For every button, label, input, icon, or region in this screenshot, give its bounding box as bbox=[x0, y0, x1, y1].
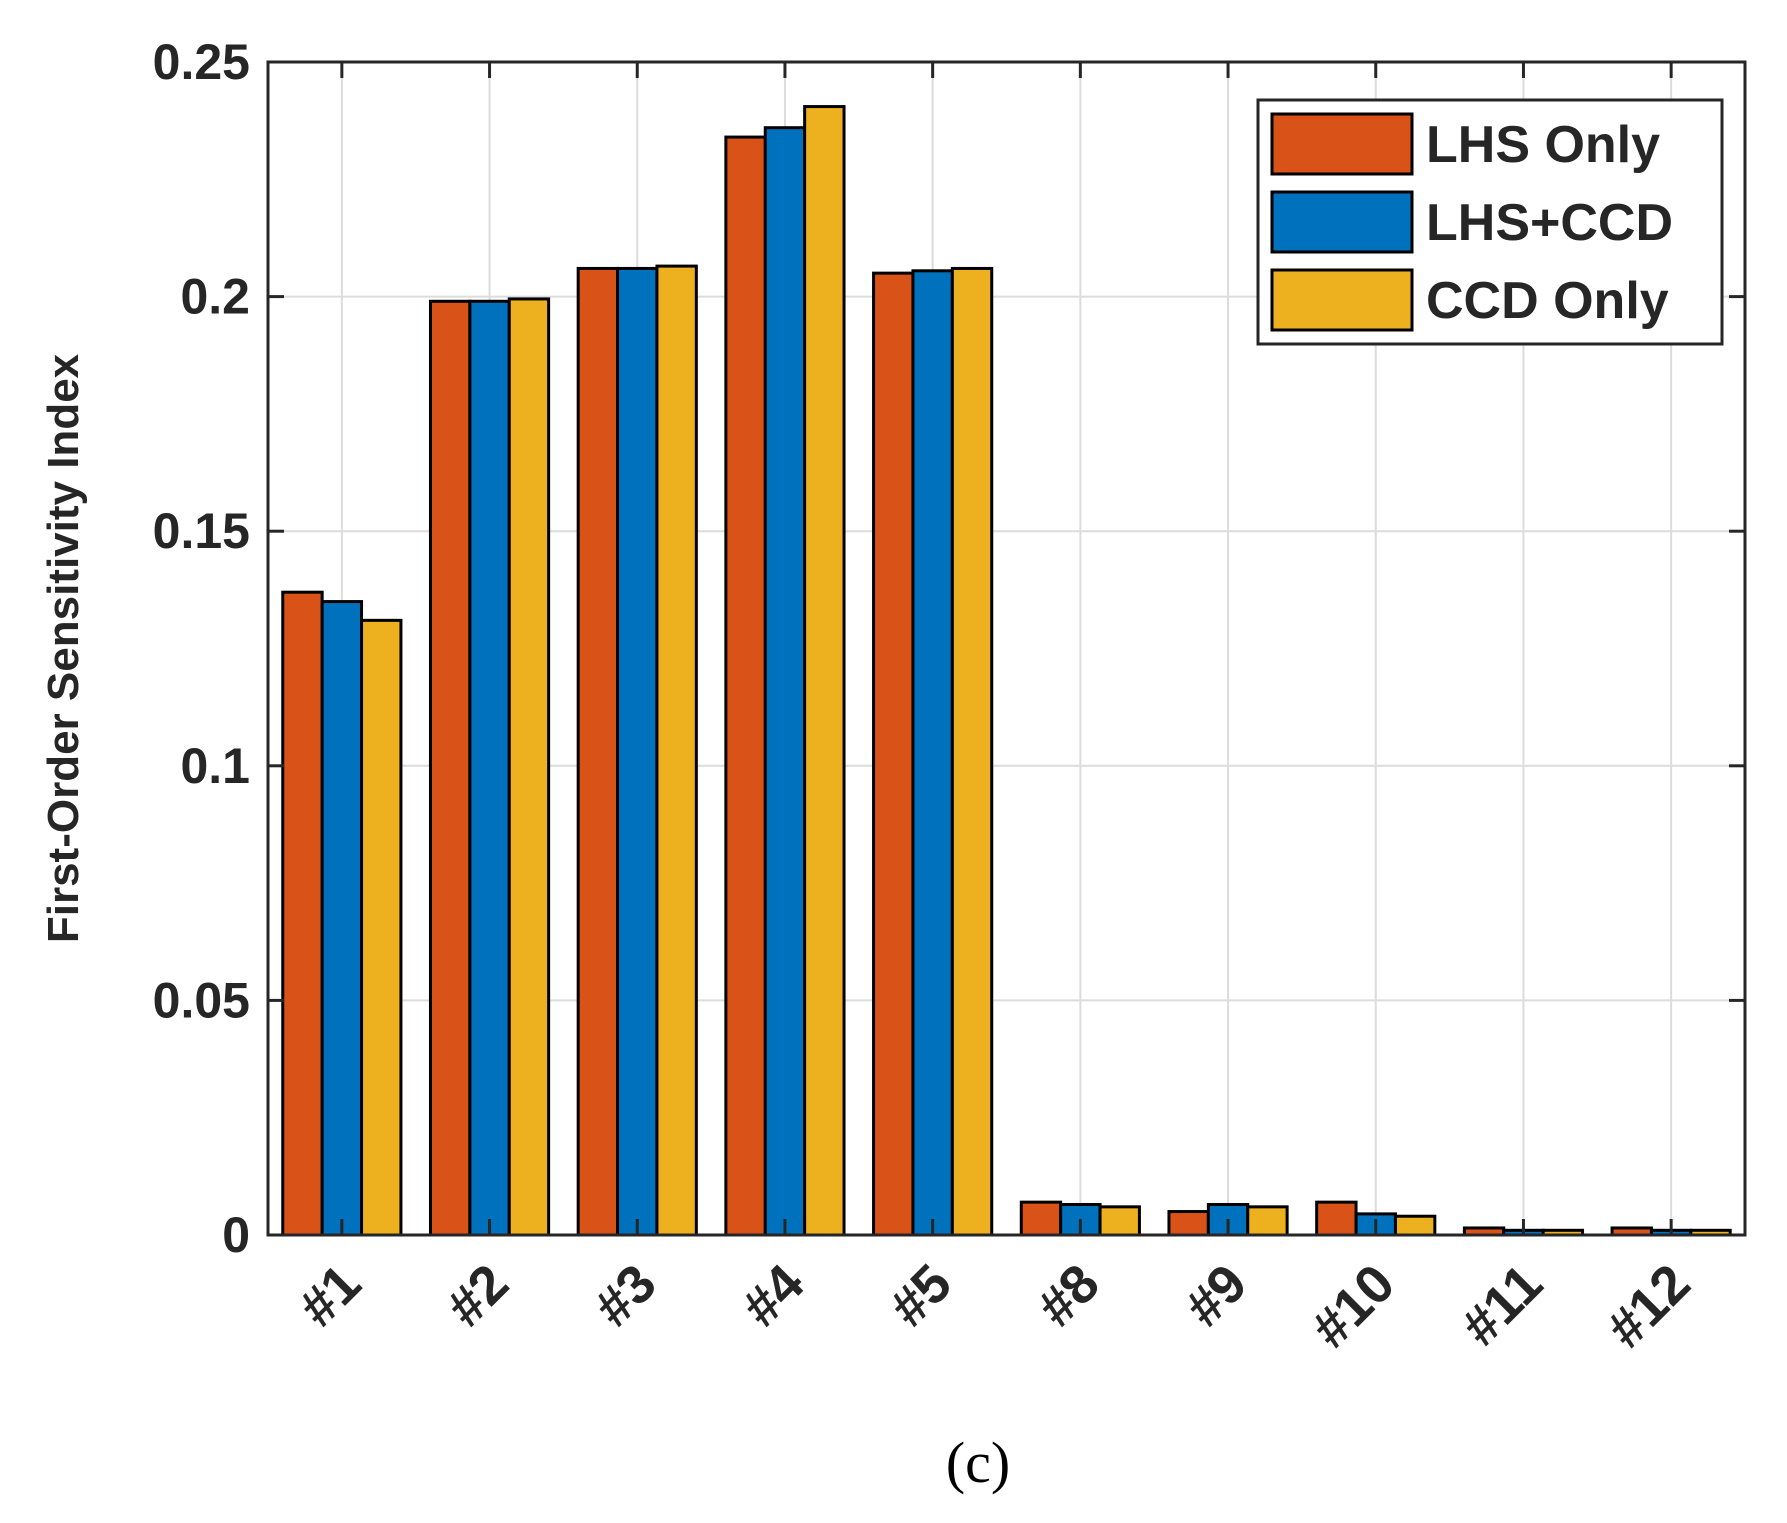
legend-swatch-lhs-only bbox=[1270, 112, 1414, 176]
bar-lhs-ccd-n1 bbox=[320, 600, 364, 1237]
bar-ccd-only-n5 bbox=[950, 266, 994, 1237]
y-tick-label-5: 0.25 bbox=[153, 34, 250, 90]
bar-lhs-only-n5 bbox=[872, 271, 915, 1237]
y-tick-label-0: 0 bbox=[222, 1207, 250, 1263]
bar-lhs-only-n8 bbox=[1019, 1200, 1063, 1237]
bar-ccd-only-n2 bbox=[507, 297, 551, 1237]
bar-lhs-only-n10 bbox=[1315, 1200, 1358, 1237]
y-tick-label-1: 0.05 bbox=[153, 972, 250, 1028]
legend-label-ccd-only: CCD Only bbox=[1426, 272, 1669, 330]
bar-lhs-ccd-n2 bbox=[468, 299, 511, 1237]
axes-box bbox=[266, 60, 1747, 1237]
bar-ccd-only-n9 bbox=[1246, 1205, 1289, 1237]
legend-swatch-lhs-ccd bbox=[1270, 190, 1414, 254]
axes bbox=[266, 60, 1747, 1237]
y-tick-label-4: 0.2 bbox=[180, 269, 250, 325]
legend: LHS Only LHS+CCD CCD Only bbox=[1256, 98, 1724, 346]
legend-label-lhs-ccd: LHS+CCD bbox=[1426, 194, 1673, 252]
y-tick-label-3: 0.15 bbox=[153, 503, 250, 559]
bar-lhs-ccd-n3 bbox=[616, 266, 659, 1237]
bar-lhs-only-n2 bbox=[428, 299, 472, 1237]
bar-ccd-only-n3 bbox=[655, 264, 698, 1237]
figure-caption: (c) bbox=[946, 1430, 1010, 1495]
y-tick-label-2: 0.1 bbox=[180, 738, 250, 794]
bar-ccd-only-n4 bbox=[803, 105, 846, 1237]
bar-ccd-only-n1 bbox=[360, 618, 403, 1237]
bar-lhs-only-n1 bbox=[281, 590, 324, 1237]
bar-lhs-only-n9 bbox=[1167, 1210, 1210, 1237]
bar-ccd-only-n8 bbox=[1098, 1205, 1141, 1237]
bar-ccd-only-n10 bbox=[1393, 1214, 1437, 1237]
bar-lhs-only-n3 bbox=[576, 266, 620, 1237]
bar-lhs-only-n4 bbox=[724, 135, 767, 1237]
bar-lhs-ccd-n4 bbox=[763, 126, 807, 1237]
y-axis-label: First-Order Sensitivity Index bbox=[39, 353, 88, 943]
legend-swatch-ccd-only bbox=[1270, 268, 1414, 332]
legend-label-lhs-only: LHS Only bbox=[1426, 116, 1660, 174]
bar-lhs-ccd-n5 bbox=[911, 269, 954, 1237]
